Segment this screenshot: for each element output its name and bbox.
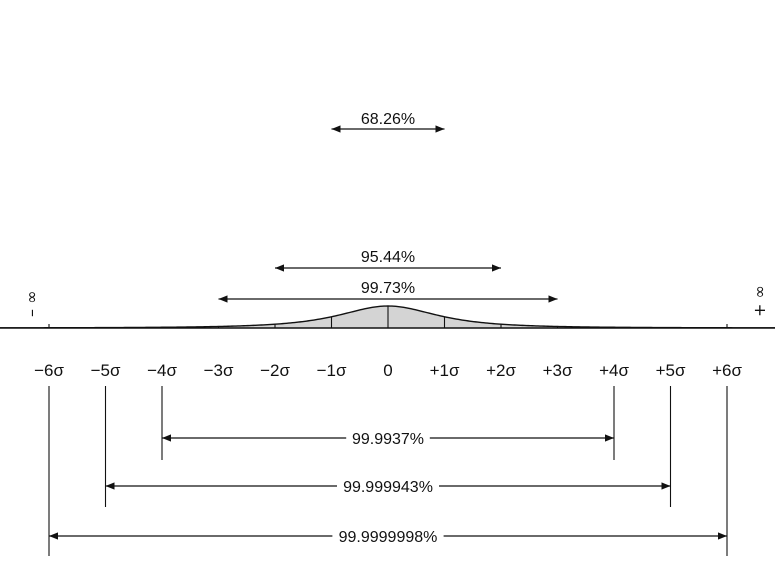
tick-label-pos3: +3σ (543, 361, 573, 380)
tick-label-neg3: −3σ (204, 361, 234, 380)
range-2sigma-label: 95.44% (361, 249, 415, 266)
tick-label-pos0: 0 (383, 361, 392, 380)
tick-label-pos6: +6σ (712, 361, 742, 380)
range-6sigma-label: 99.9999998% (339, 529, 438, 546)
range-3sigma-label: 99.73% (361, 280, 415, 297)
below-range-arrows: 99.9937% 99.999943% 99.9999998% (49, 431, 727, 546)
tick-label-neg4: −4σ (147, 361, 177, 380)
sigma-tick-labels: −6σ −5σ −4σ −3σ −2σ −1σ 0 +1σ +2σ +3σ +4σ +5σ +6σ (34, 361, 742, 380)
range-5sigma-label: 99.999943% (343, 479, 433, 496)
positive-infinity-label: + ∞ (750, 285, 769, 317)
tick-label-pos2: +2σ (486, 361, 516, 380)
negative-infinity-label: – ∞ (22, 291, 41, 317)
inside-range-arrows: 68.26% 95.44% 99.73% (218, 111, 558, 303)
tick-label-neg1: −1σ (317, 361, 347, 380)
tick-label-neg2: −2σ (260, 361, 290, 380)
tick-label-pos5: +5σ (656, 361, 686, 380)
tick-label-pos4: +4σ (599, 361, 629, 380)
sigma-vertical-lines (48, 306, 728, 328)
tick-label-pos1: +1σ (430, 361, 460, 380)
range-1sigma-label: 68.26% (361, 111, 415, 128)
tick-label-neg6: −6σ (34, 361, 64, 380)
tick-label-neg5: −5σ (91, 361, 121, 380)
range-4sigma-label: 99.9937% (352, 431, 424, 448)
